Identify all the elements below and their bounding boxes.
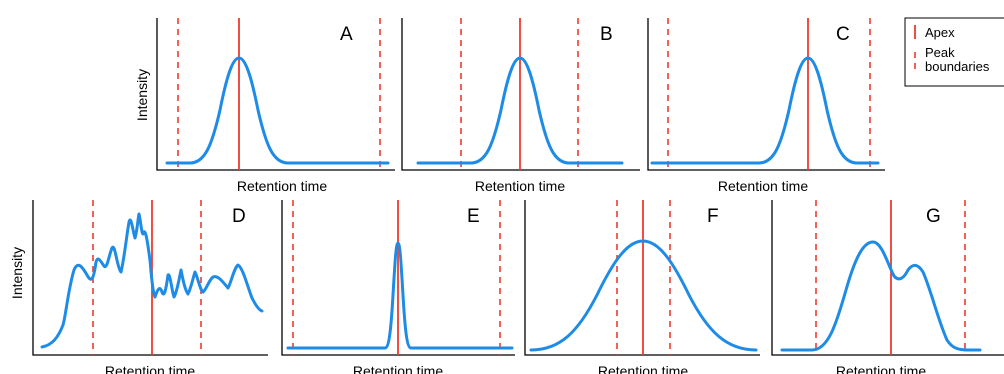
peak-curve-c <box>650 56 880 165</box>
panel-label-b: B <box>600 24 613 45</box>
x-axis-label-b: Retention time <box>475 178 565 194</box>
panel-label-d: D <box>232 206 246 227</box>
panel-f: F Retention time <box>524 200 760 374</box>
x-axis-label-c: Retention time <box>718 178 808 194</box>
legend-boundaries-label-line1: Peak <box>925 45 955 60</box>
legend: Apex Peak boundaries <box>904 17 1004 87</box>
panel-d: Intensity D Retention time <box>9 200 268 374</box>
axis-d <box>32 200 268 356</box>
panel-g: G Retention time <box>771 200 1004 374</box>
peak-curve-e <box>286 241 514 350</box>
peak-curve-f <box>529 239 758 352</box>
panel-e: E Retention time <box>281 200 515 374</box>
panel-label-f: F <box>707 206 719 227</box>
axis-e <box>281 200 515 356</box>
axis-b <box>401 18 640 171</box>
panel-label-c: C <box>836 24 850 45</box>
axis-a <box>156 18 395 171</box>
peak-curve-b <box>416 56 624 165</box>
x-axis-label-f: Retention time <box>598 363 688 374</box>
axis-g <box>771 200 1004 356</box>
panel-label-e: E <box>467 206 480 227</box>
panel-b: B Retention time <box>401 18 640 194</box>
legend-box <box>904 17 1004 87</box>
y-axis-label-a: Intensity <box>134 69 150 121</box>
x-axis-label-g: Retention time <box>836 363 926 374</box>
panel-label-g: G <box>926 206 941 227</box>
peak-curve-d <box>40 212 264 349</box>
axis-f <box>524 200 760 356</box>
x-axis-label-e: Retention time <box>353 363 443 374</box>
axis-c <box>647 18 885 171</box>
panel-label-a: A <box>340 24 353 45</box>
x-axis-label-d: Retention time <box>105 363 195 374</box>
legend-boundaries-label-line2: boundaries <box>925 59 990 74</box>
x-axis-label-a: Retention time <box>237 178 327 194</box>
y-axis-label-d: Intensity <box>9 247 25 299</box>
peak-curve-a <box>165 56 390 165</box>
panel-c: C Retention time <box>647 18 885 194</box>
legend-apex-label: Apex <box>925 25 955 40</box>
panel-a: Intensity A Retention time <box>134 18 395 194</box>
peak-curve-g <box>780 240 982 352</box>
